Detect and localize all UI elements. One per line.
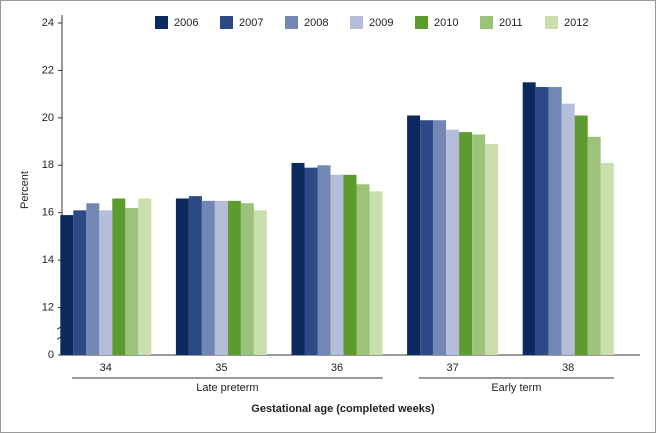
legend-swatch — [285, 16, 298, 29]
x-tick-label: 37 — [446, 362, 458, 374]
legend-swatch — [350, 16, 363, 29]
bar — [99, 210, 113, 355]
bar — [433, 120, 447, 355]
bar — [485, 143, 499, 355]
legend-swatch — [545, 16, 558, 29]
y-tick-label: 16 — [42, 207, 54, 219]
legend-swatch — [155, 16, 168, 29]
x-tick-label: 36 — [331, 362, 343, 374]
legend-swatch — [480, 16, 493, 29]
bar — [125, 207, 139, 355]
bar — [112, 198, 126, 355]
y-tick-label: 18 — [42, 159, 54, 171]
bar — [188, 196, 202, 355]
bar — [240, 203, 254, 355]
bar — [343, 174, 357, 355]
y-tick-label: 20 — [42, 112, 54, 124]
legend-label: 2010 — [434, 17, 458, 29]
bar — [227, 200, 241, 355]
x-tick-label: 38 — [562, 362, 574, 374]
bar — [304, 167, 318, 355]
bar — [535, 87, 549, 356]
x-tick-label: 35 — [215, 362, 227, 374]
bar — [317, 165, 331, 355]
bar — [175, 198, 189, 355]
x-tick-label: 34 — [100, 362, 112, 374]
legend-label: 2007 — [239, 17, 263, 29]
bar — [459, 132, 473, 355]
bar — [561, 103, 575, 355]
bar — [291, 162, 305, 355]
legend-label: 2012 — [564, 17, 588, 29]
legend-label: 2008 — [304, 17, 328, 29]
group-label: Late preterm — [196, 382, 258, 394]
bar — [420, 120, 434, 355]
bar — [201, 200, 215, 355]
legend-label: 2011 — [499, 17, 523, 29]
bar — [446, 129, 460, 355]
legend-swatch — [220, 16, 233, 29]
bar — [522, 82, 536, 356]
bar — [73, 210, 87, 355]
bar — [356, 184, 370, 355]
bar — [600, 162, 614, 355]
y-tick-label: 12 — [42, 301, 54, 313]
group-label: Early term — [491, 382, 541, 394]
bar — [138, 198, 152, 355]
y-tick-label: 0 — [48, 349, 54, 361]
bar — [407, 115, 421, 355]
legend-label: 2009 — [369, 17, 393, 29]
bar — [253, 210, 267, 355]
y-tick-label: 24 — [42, 17, 54, 29]
legend-label: 2006 — [174, 17, 198, 29]
bar — [330, 174, 344, 355]
bar — [587, 136, 601, 355]
bar — [574, 115, 588, 355]
bar — [86, 203, 100, 355]
legend-swatch — [415, 16, 428, 29]
y-tick-label: 22 — [42, 64, 54, 76]
y-axis-title: Percent — [19, 171, 31, 209]
bar — [369, 191, 383, 355]
bar — [548, 87, 562, 356]
bar — [214, 200, 228, 355]
bar — [60, 215, 74, 355]
bar — [472, 134, 486, 355]
y-tick-label: 14 — [42, 254, 54, 266]
x-axis-title: Gestational age (completed weeks) — [251, 403, 435, 415]
